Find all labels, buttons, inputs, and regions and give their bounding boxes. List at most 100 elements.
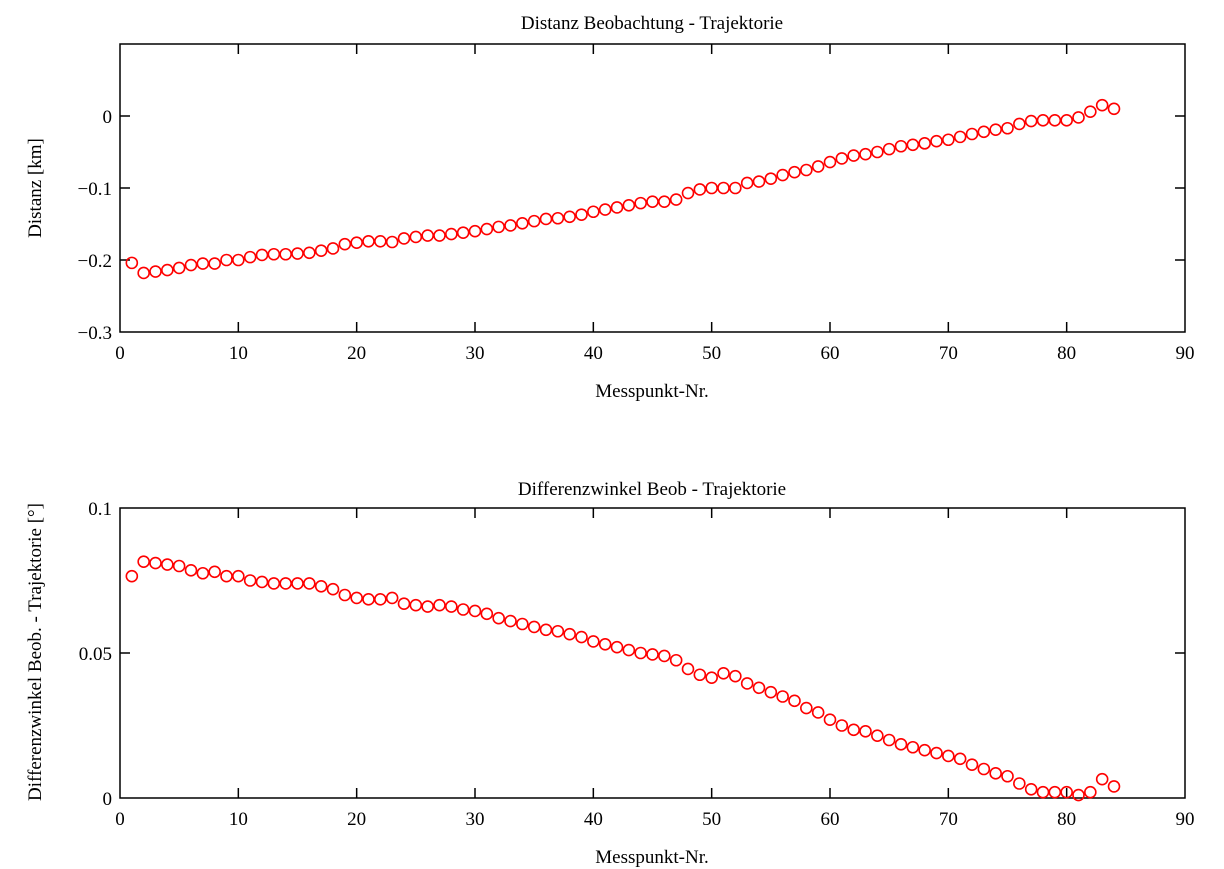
x-tick-label: 80 [1057, 809, 1076, 830]
data-point [587, 205, 600, 219]
data-point [314, 579, 328, 593]
data-point [705, 181, 718, 195]
data-point [516, 216, 529, 230]
data-point [752, 681, 766, 695]
data-point [1001, 769, 1014, 783]
data-point [942, 749, 955, 763]
data-point [610, 201, 624, 214]
y-tick-label: 0.05 [79, 644, 112, 665]
data-point [385, 591, 399, 605]
data-point [823, 155, 837, 169]
data-point [598, 637, 612, 651]
y-axis-label: Distanz [km] [25, 138, 46, 238]
data-point [930, 134, 943, 148]
data-point [752, 175, 766, 188]
data-point [374, 234, 387, 248]
data-point [456, 603, 470, 616]
data-point [551, 624, 565, 638]
data-point [965, 758, 979, 771]
data-point [894, 738, 908, 751]
data-point [232, 569, 245, 583]
data-point [184, 258, 198, 272]
data-point [788, 694, 801, 708]
y-tick-label: 0.1 [88, 499, 112, 520]
data-point [196, 566, 210, 580]
data-point [539, 623, 553, 637]
data-point [385, 235, 399, 249]
data-point [705, 671, 718, 684]
data-point [220, 569, 233, 583]
chart-title: Distanz Beobachtung - Trajektorie [521, 13, 783, 34]
data-point [374, 593, 387, 606]
data-point [669, 653, 683, 667]
data-point [669, 193, 683, 206]
data-point [255, 248, 269, 262]
data-point [137, 266, 150, 280]
plot-frame [119, 43, 1186, 333]
data-point [1084, 105, 1097, 118]
data-point [303, 577, 316, 590]
data-point [232, 253, 245, 267]
data-point [764, 685, 778, 699]
data-point [468, 604, 482, 618]
data-point [847, 149, 860, 162]
data-point [859, 724, 872, 738]
data-point [610, 640, 624, 654]
data-point [350, 591, 363, 605]
data-point [1013, 777, 1026, 790]
data-point [492, 220, 505, 234]
x-tick-label: 90 [1176, 343, 1195, 364]
tick-marks [120, 508, 1185, 798]
data-point [835, 719, 849, 732]
data-point [1095, 98, 1109, 112]
data-point [693, 668, 707, 682]
data-point [1001, 121, 1014, 135]
data-point [575, 208, 588, 221]
data-point [598, 203, 612, 216]
data-point [527, 620, 541, 634]
x-tick-label: 60 [821, 809, 840, 830]
data-point [989, 123, 1002, 136]
data-point [504, 614, 517, 628]
x-axis-label: Messpunkt-Nr. [595, 847, 708, 868]
data-point [161, 558, 174, 571]
data-point [492, 611, 505, 625]
data-point [634, 646, 647, 660]
x-tick-label: 0 [115, 343, 125, 364]
data-point [456, 226, 470, 239]
data-point [788, 165, 801, 179]
data-point [314, 244, 328, 257]
x-tick-label: 70 [939, 343, 958, 364]
data-point [658, 649, 671, 663]
data-point [1084, 785, 1097, 799]
y-tick-label: 0 [103, 789, 113, 810]
data-point [433, 598, 446, 612]
data-point [847, 723, 860, 737]
data-point [125, 569, 139, 583]
data-point [480, 222, 494, 236]
data-point [563, 210, 576, 224]
data-point [397, 232, 411, 245]
data-point [693, 183, 707, 196]
data-point [989, 767, 1002, 780]
data-point [172, 559, 186, 573]
data-point [279, 577, 292, 590]
data-point [729, 669, 742, 683]
data-point [622, 198, 636, 212]
data-point [303, 246, 316, 260]
data-point [681, 662, 695, 676]
data-point [800, 163, 813, 177]
data-point [1036, 785, 1050, 799]
data-point [149, 556, 162, 570]
x-tick-label: 20 [347, 343, 366, 364]
x-tick-label: 10 [229, 809, 248, 830]
data-point [634, 196, 647, 210]
data-point [291, 577, 304, 590]
data-point [1048, 785, 1062, 799]
data-point [1013, 117, 1026, 131]
data-point [421, 229, 434, 242]
x-tick-label: 80 [1057, 343, 1076, 364]
data-point [871, 729, 884, 742]
data-point [740, 677, 754, 690]
